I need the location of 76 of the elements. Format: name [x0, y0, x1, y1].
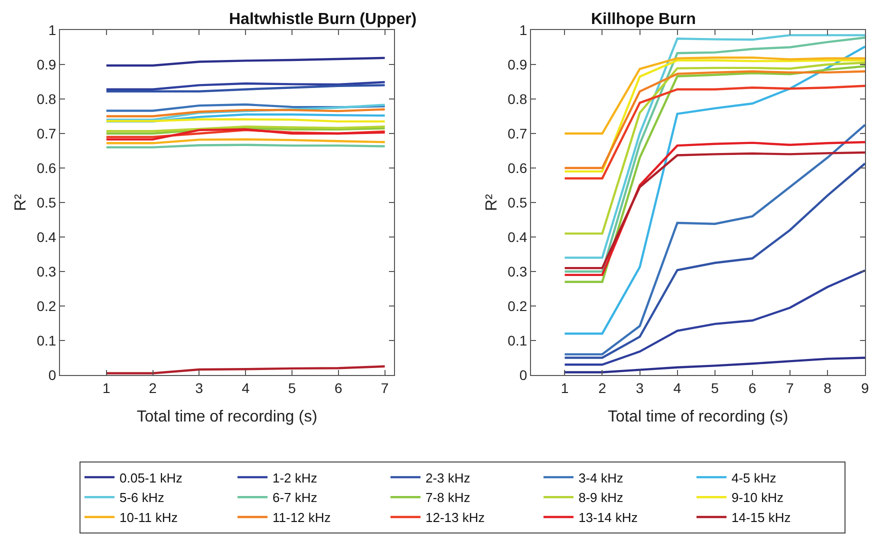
- x-tick-label: 8: [824, 380, 832, 396]
- chart-title: Killhope Burn: [591, 11, 696, 28]
- legend-label: 4-5 kHz: [732, 470, 776, 486]
- legend-label: 1-2 kHz: [272, 470, 318, 486]
- x-tick-label: 1: [102, 380, 110, 396]
- y-tick-label: 0.7: [36, 125, 56, 142]
- line-series: [564, 62, 865, 235]
- x-tick-label: 2: [148, 380, 157, 396]
- x-tick-label: 3: [636, 380, 644, 396]
- legend-label: 3-4 kHz: [578, 470, 624, 486]
- line-series: [105, 103, 386, 112]
- y-tick-label: 0.5: [36, 194, 56, 210]
- line-series: [105, 104, 386, 121]
- line-series: [564, 356, 865, 374]
- legend-label: 13-14 kHz: [578, 510, 638, 526]
- line-series: [564, 124, 865, 356]
- y-tick-label: 0.8: [36, 90, 56, 107]
- y-tick-label: 0.7: [508, 125, 528, 142]
- line-series: [105, 56, 386, 67]
- line-series: [564, 84, 865, 180]
- legend-label: 10-11 kHz: [120, 510, 178, 526]
- x-tick-label: 7: [786, 380, 794, 396]
- legend-label: 7-8 kHz: [426, 490, 470, 506]
- x-tick-label: 4: [242, 380, 250, 396]
- y-axis-title: R²: [484, 193, 501, 211]
- y-tick-label: 0: [48, 366, 56, 383]
- x-tick-label: 4: [673, 380, 682, 396]
- x-tick-label: 1: [560, 380, 569, 396]
- y-tick-label: 0.6: [36, 160, 56, 176]
- line-series: [105, 365, 386, 374]
- x-tick-label: 9: [861, 380, 870, 396]
- y-tick-label: 0.6: [508, 160, 528, 176]
- line-series: [105, 81, 386, 90]
- y-tick-label: 0.2: [36, 298, 56, 314]
- x-tick-label: 5: [288, 380, 296, 396]
- line-series: [564, 269, 865, 366]
- legend-label: 6-7 kHz: [272, 490, 318, 506]
- x-tick-label: 2: [598, 380, 606, 396]
- legend-label: 2-3 kHz: [426, 470, 470, 486]
- x-tick-label: 3: [195, 380, 204, 396]
- x-tick-label: 5: [710, 380, 719, 396]
- y-tick-label: 0.3: [36, 263, 56, 280]
- y-tick-label: 0.5: [508, 194, 528, 210]
- line-series: [105, 108, 386, 118]
- x-axis-title: Total time of recording (s): [608, 408, 788, 426]
- y-tick-label: 0.1: [36, 332, 56, 348]
- y-tick-label: 1: [48, 22, 56, 38]
- x-tick-label: 6: [748, 380, 756, 396]
- y-tick-label: 0.3: [508, 263, 528, 280]
- legend-label: 8-9 kHz: [578, 490, 624, 506]
- y-tick-label: 0.2: [508, 298, 528, 314]
- legend-label: 12-13 kHz: [426, 510, 485, 526]
- x-tick-label: 7: [380, 380, 389, 396]
- chart-title: Haltwhistle Burn (Upper): [229, 11, 417, 28]
- line-series: [105, 84, 386, 93]
- x-axis-title: Total time of recording (s): [136, 408, 318, 426]
- y-tick-label: 0.9: [36, 56, 56, 72]
- y-tick-label: 1: [519, 22, 528, 38]
- legend-label: 5-6 kHz: [120, 490, 164, 506]
- legend-label: 11-12 kHz: [272, 510, 331, 526]
- y-tick-label: 0.9: [508, 56, 528, 72]
- y-tick-label: 0.1: [508, 332, 528, 348]
- legend-label: 14-15 kHz: [732, 510, 791, 526]
- legend-label: 9-10 kHz: [732, 490, 784, 506]
- y-tick-label: 0.4: [36, 228, 56, 245]
- y-axis-title: R²: [12, 193, 30, 211]
- y-tick-label: 0: [519, 366, 528, 383]
- line-series: [564, 45, 865, 335]
- line-series: [564, 65, 865, 283]
- line-series: [105, 113, 386, 123]
- y-tick-label: 0.4: [508, 228, 528, 245]
- y-tick-label: 0.8: [508, 90, 528, 107]
- x-tick-label: 6: [334, 380, 342, 396]
- line-series: [564, 56, 865, 135]
- legend-label: 0.05-1 kHz: [120, 470, 182, 486]
- line-series: [564, 162, 865, 359]
